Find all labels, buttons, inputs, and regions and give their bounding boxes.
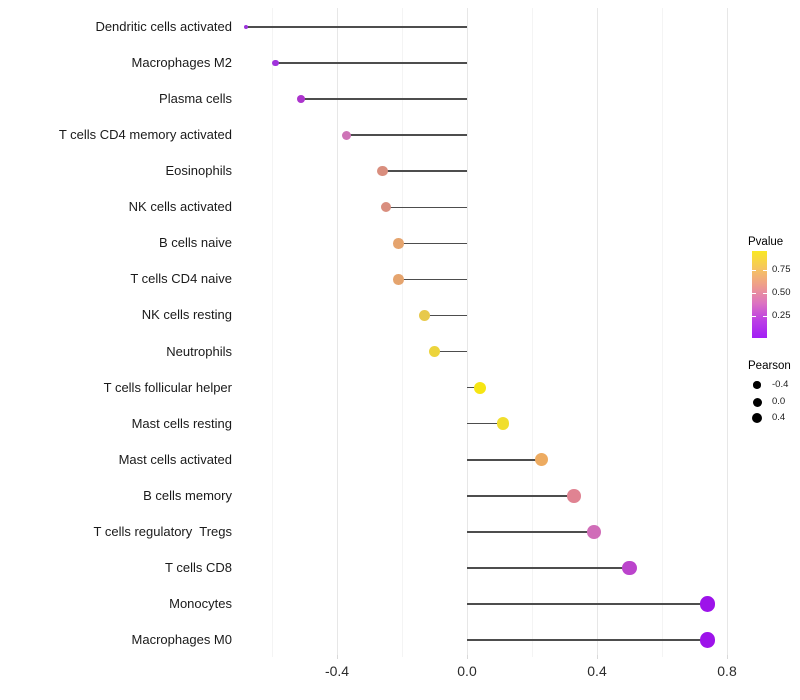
gridline-minor xyxy=(662,8,663,657)
lollipop-dot xyxy=(297,95,306,104)
lollipop-stem xyxy=(467,386,480,389)
pvalue-tick-mark xyxy=(763,270,767,271)
y-axis-label: T cells follicular helper xyxy=(103,379,232,395)
y-axis-label: Mast cells activated xyxy=(118,451,232,467)
y-axis-label: Macrophages M2 xyxy=(131,55,232,71)
y-axis-label: T cells CD8 xyxy=(165,559,232,575)
y-axis-label: Monocytes xyxy=(169,595,232,611)
x-axis-tick xyxy=(467,655,468,659)
gridline-minor xyxy=(272,8,273,657)
lollipop-dot xyxy=(244,25,248,29)
y-axis-label: NK cells resting xyxy=(141,307,232,323)
lollipop-stem xyxy=(246,26,467,28)
x-axis-tick-label: 0.4 xyxy=(587,663,607,679)
y-axis-label: T cells CD4 naive xyxy=(130,271,232,287)
lollipop-dot xyxy=(271,59,279,67)
pvalue-tick-mark xyxy=(752,270,756,271)
lollipop-stem xyxy=(467,531,594,533)
lollipop-stem xyxy=(275,62,467,64)
lollipop-dot xyxy=(622,560,637,576)
pearson-legend-label: -0.4 xyxy=(772,379,789,390)
lollipop-dot xyxy=(393,238,404,249)
pearson-legend-label: 0.0 xyxy=(772,396,786,407)
lollipop-stem xyxy=(467,603,708,605)
y-axis-label: Macrophages M0 xyxy=(131,632,232,648)
y-axis-label: Eosinophils xyxy=(165,163,233,179)
lollipop-dot xyxy=(496,417,509,430)
x-axis-tick xyxy=(337,655,338,659)
pearson-legend-label: 0.4 xyxy=(772,412,786,423)
pearson-legend-dot xyxy=(751,412,763,424)
lollipop-dot xyxy=(428,345,441,358)
lollipop-stem xyxy=(467,494,575,497)
x-axis-tick xyxy=(597,655,598,659)
lollipop-stem xyxy=(424,314,467,317)
lollipop-dot xyxy=(699,596,716,612)
pearson-legend-title: Pearson xyxy=(748,360,791,372)
x-axis-tick-label: -0.4 xyxy=(324,663,350,679)
gridline-major xyxy=(727,8,728,657)
lollipop-dot xyxy=(586,524,601,539)
lollipop-dot xyxy=(393,274,404,285)
lollipop-dot xyxy=(342,130,352,140)
lollipop-dot xyxy=(377,166,388,177)
lollipop-dot xyxy=(473,381,487,394)
pvalue-tick-mark xyxy=(763,293,767,294)
y-axis-label: T cells regulatory Tregs xyxy=(93,523,232,539)
lollipop-stem xyxy=(434,350,467,353)
pvalue-tick-mark xyxy=(752,293,756,294)
gridline-major xyxy=(597,8,598,657)
y-axis-label: T cells CD4 memory activated xyxy=(58,127,232,143)
lollipop-dot xyxy=(380,202,391,213)
pvalue-tick-label: 0.25 xyxy=(772,310,791,321)
lollipop-stem xyxy=(467,567,630,569)
y-axis-label: Dendritic cells activated xyxy=(95,19,232,34)
gridline-minor xyxy=(532,8,533,657)
lollipop-dot xyxy=(535,453,549,467)
pvalue-tick-mark xyxy=(763,316,767,317)
y-axis-label: B cells memory xyxy=(143,487,232,503)
y-axis-label: B cells naive xyxy=(159,235,232,251)
pvalue-legend-title: Pvalue xyxy=(748,236,784,248)
pvalue-tick-mark xyxy=(752,316,756,317)
pearson-legend-dot xyxy=(753,381,761,389)
lollipop-stem xyxy=(467,639,708,641)
lollipop-dot xyxy=(699,632,716,648)
pvalue-tick-label: 0.75 xyxy=(772,264,791,275)
lollipop-stem xyxy=(346,134,467,136)
lollipop-stem xyxy=(398,242,467,245)
pvalue-colorbar xyxy=(752,251,767,338)
pearson-legend-dot xyxy=(752,397,762,407)
y-axis-label: Plasma cells xyxy=(159,91,232,107)
y-axis-label: Mast cells resting xyxy=(131,415,232,431)
x-axis-tick-label: 0.8 xyxy=(717,663,737,679)
lollipop-stem xyxy=(382,170,467,173)
lollipop-stem xyxy=(385,206,467,209)
y-axis-label: Neutrophils xyxy=(166,343,232,359)
lollipop-stem xyxy=(301,98,467,100)
pvalue-tick-label: 0.50 xyxy=(772,287,791,298)
gridline-major xyxy=(467,8,468,657)
gridline-minor xyxy=(402,8,403,657)
x-axis-tick-label: 0.0 xyxy=(457,663,477,679)
y-axis-label: NK cells activated xyxy=(128,199,232,215)
lollipop-dot xyxy=(419,309,431,321)
lollipop-stem xyxy=(398,278,467,281)
lollipop-stem xyxy=(467,422,503,425)
lollipop-stem xyxy=(467,458,542,461)
x-axis-tick xyxy=(727,655,728,659)
lollipop-dot xyxy=(567,489,582,503)
gridline-major xyxy=(337,8,338,657)
